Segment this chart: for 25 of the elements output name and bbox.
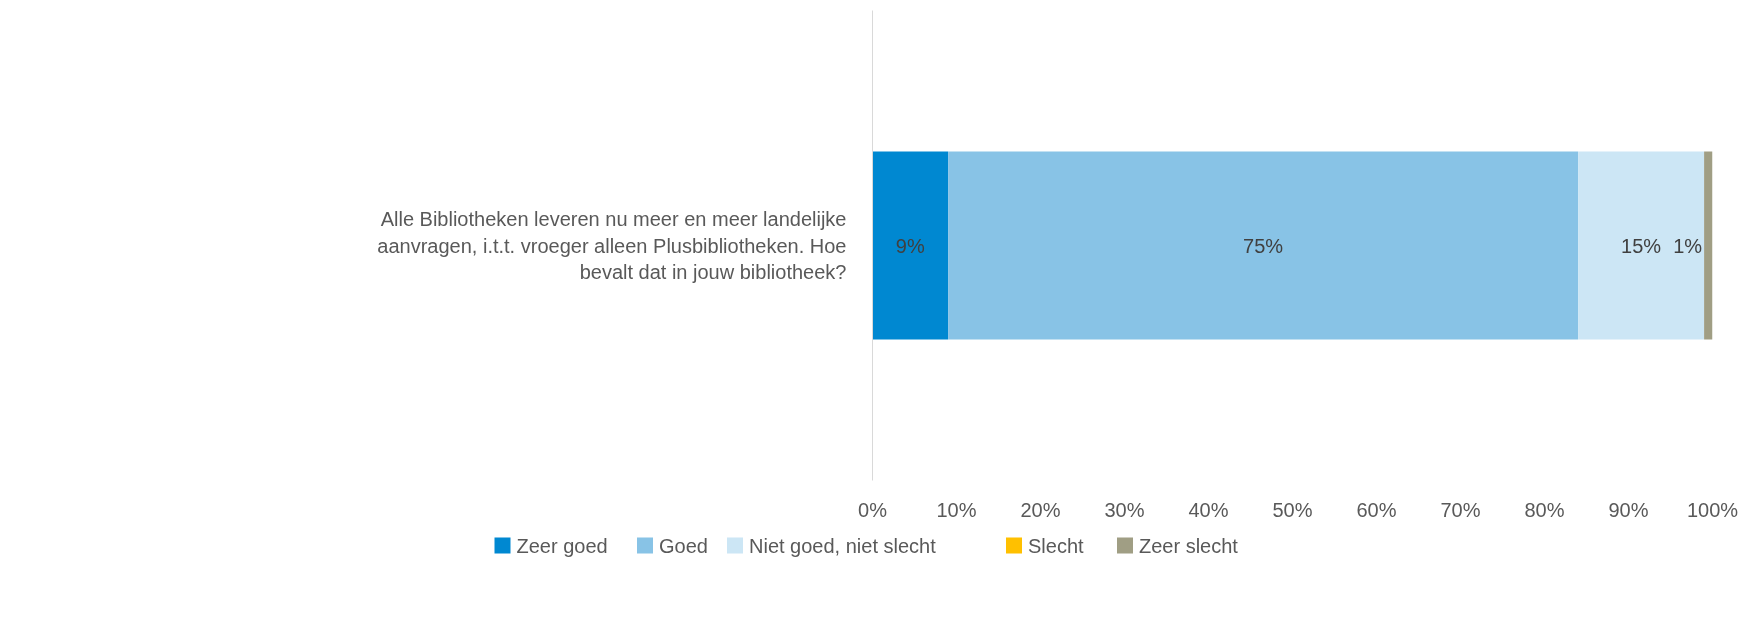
bar — [1704, 151, 1713, 340]
x-tick-label: 0% — [858, 498, 888, 521]
x-tick-label: 10% — [936, 498, 977, 521]
legend-label: Niet goed, niet slecht — [749, 534, 937, 557]
x-tick-label: 90% — [1608, 498, 1649, 521]
bar — [872, 151, 949, 340]
data-label: 9% — [895, 234, 925, 257]
x-tick-label: 50% — [1272, 498, 1313, 521]
bar — [948, 151, 1579, 340]
x-tick-label: 80% — [1524, 498, 1565, 521]
x-tick-label: 100% — [1686, 498, 1739, 521]
data-label: 1% — [1673, 234, 1703, 257]
legend-label: Slecht — [1028, 534, 1085, 557]
legend-label: Zeer goed — [516, 534, 608, 557]
x-tick-label: 40% — [1188, 498, 1229, 521]
y-tick-label: Alle Bibliotheken leveren nu meer en meer landelijke aanvragen, i.t.t. vroeger alleen Plusbibliotheken. Hoe bevalt dat in jouw bibliotheek? — [377, 208, 847, 283]
data-label: 15% — [1621, 234, 1662, 257]
x-tick-label: 20% — [1020, 498, 1061, 521]
data-label: 75% — [1243, 234, 1284, 257]
legend-label: Goed — [659, 534, 708, 557]
legend-label: Zeer slecht — [1139, 534, 1239, 557]
x-tick-label: 60% — [1356, 498, 1397, 521]
x-tick-label: 30% — [1104, 498, 1145, 521]
x-tick-label: 70% — [1440, 498, 1481, 521]
bar — [1578, 151, 1705, 340]
